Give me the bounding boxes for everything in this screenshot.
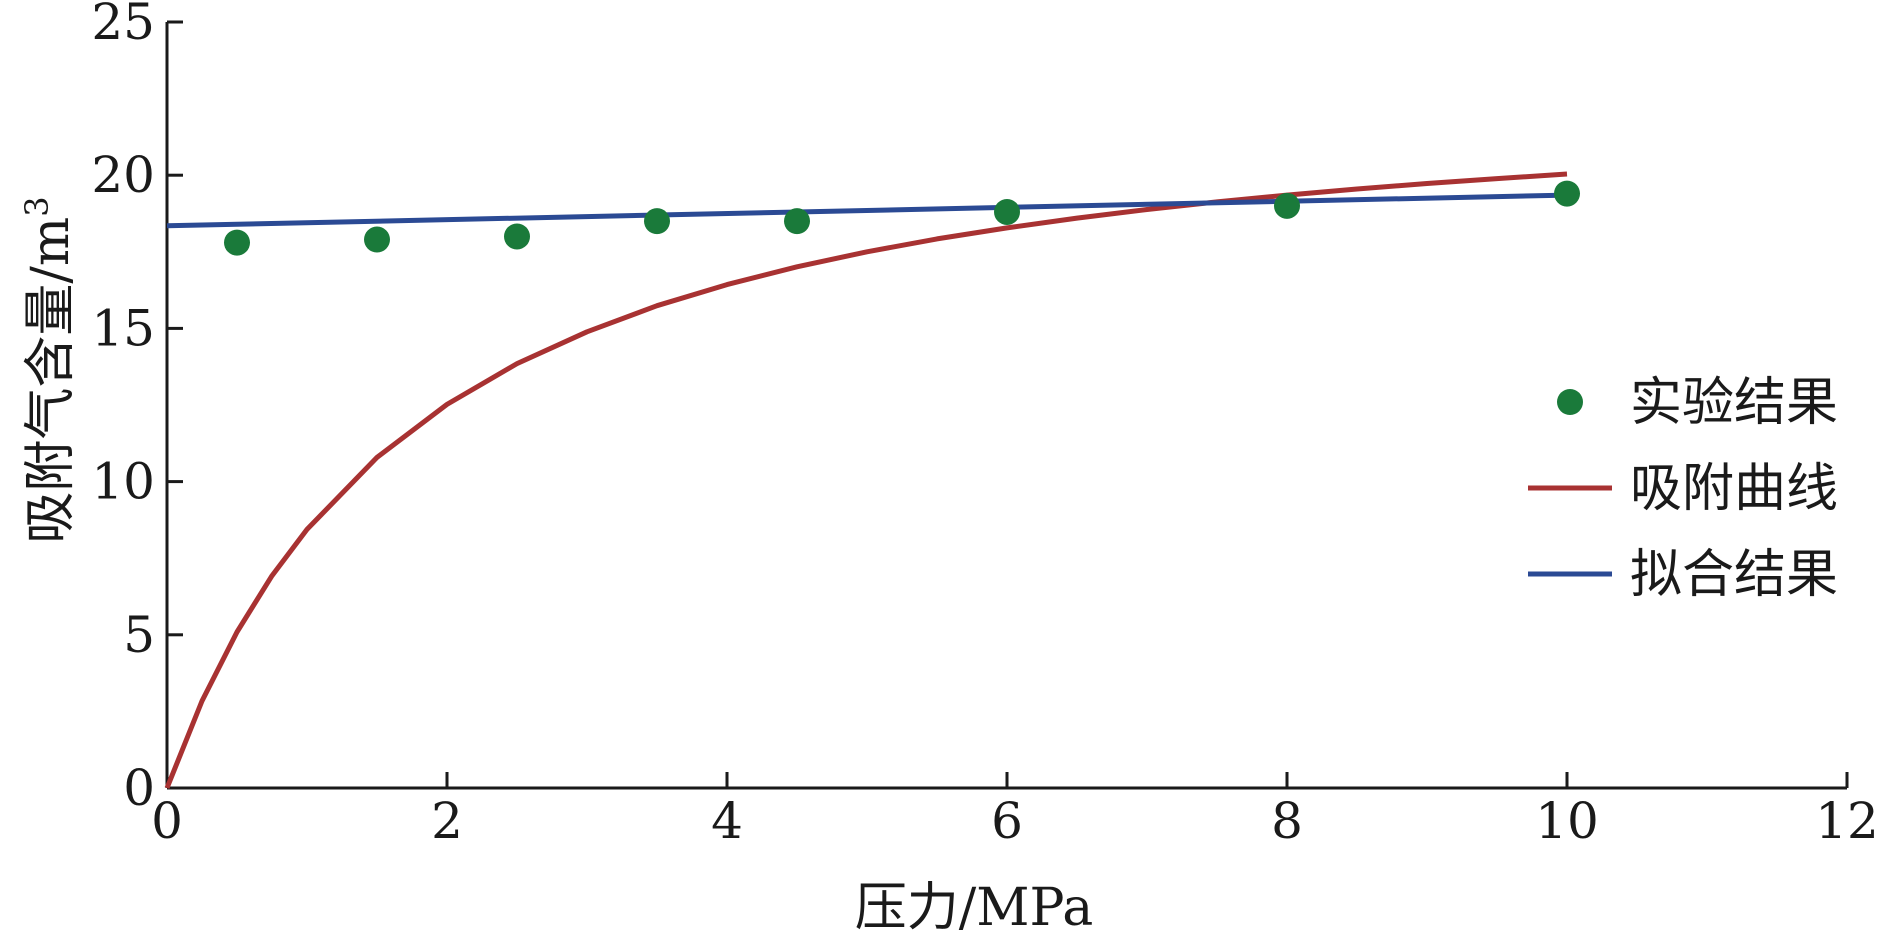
legend-label: 实验结果 xyxy=(1630,373,1838,433)
legend-label: 吸附曲线 xyxy=(1630,459,1838,519)
x-tick-label: 2 xyxy=(431,792,463,850)
data-point xyxy=(644,208,670,235)
data-point xyxy=(224,229,250,256)
series-line-吸附曲线 xyxy=(164,171,1568,789)
y-axis-title-group: 吸附气含量/m3 xyxy=(18,196,81,543)
legend-label: 拟合结果 xyxy=(1630,545,1838,605)
series-line-拟合结果 xyxy=(166,192,1568,229)
ticks: 0 2 4 6 8 10 12 0 5 10 15 20 25 xyxy=(91,0,1878,850)
y-axis-title-superscript: 3 xyxy=(18,196,56,216)
data-point xyxy=(504,223,530,250)
x-tick-label: 0 xyxy=(151,792,183,850)
data-point xyxy=(784,208,810,235)
x-tick-label: 10 xyxy=(1535,792,1599,850)
y-tick-label: 25 xyxy=(91,0,155,51)
y-axis-title-main: 吸附气含量/m xyxy=(21,217,81,544)
data-point xyxy=(1554,180,1580,207)
x-axis-title: 压力/MPa xyxy=(855,878,1093,936)
axes xyxy=(165,22,1847,790)
x-tick-label: 12 xyxy=(1815,792,1879,850)
data-point xyxy=(994,198,1020,225)
y-tick-label: 20 xyxy=(91,146,155,204)
series xyxy=(164,171,1580,789)
y-tick-label: 0 xyxy=(123,759,155,817)
data-point xyxy=(1274,192,1300,219)
x-tick-label: 8 xyxy=(1271,792,1303,850)
y-tick-label: 5 xyxy=(123,606,155,664)
x-tick-label: 4 xyxy=(711,792,743,850)
y-axis-title: 吸附气含量/m3 xyxy=(18,196,81,543)
x-tick-label: 6 xyxy=(991,792,1023,850)
legend-marker-scatter xyxy=(1557,389,1583,415)
y-tick-label: 15 xyxy=(91,299,155,357)
data-point xyxy=(364,226,390,253)
y-tick-label: 10 xyxy=(91,453,155,511)
